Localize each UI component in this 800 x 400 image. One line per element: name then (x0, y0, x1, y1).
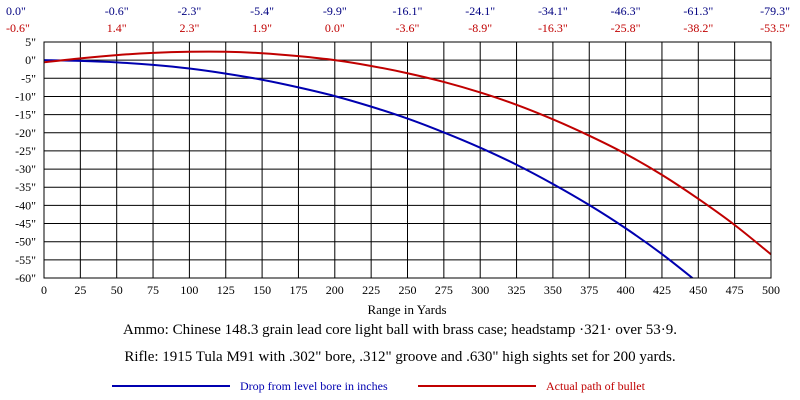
legend-label: Actual path of bullet (546, 379, 646, 393)
x-tick-label: 275 (435, 283, 453, 297)
x-tick-label: 500 (762, 283, 780, 297)
series-lines (44, 50, 771, 278)
y-tick-label: -45" (15, 217, 36, 231)
top-value-label: 2.3" (179, 21, 199, 35)
y-tick-label: -10" (15, 89, 36, 103)
top-value-label: -3.6" (396, 21, 420, 35)
series-line-drop (44, 59, 694, 278)
top-value-label: -16.1" (393, 4, 423, 18)
top-value-label: -9.9" (323, 4, 347, 18)
plot-frame (43, 41, 772, 279)
x-tick-label: 150 (253, 283, 271, 297)
top-value-label: 0.0" (6, 4, 26, 18)
top-value-label: -38.2" (683, 21, 713, 35)
y-tick-label: -50" (15, 235, 36, 249)
top-value-label: 1.4" (107, 21, 127, 35)
y-tick-label: -20" (15, 126, 36, 140)
x-tick-label: 200 (326, 283, 344, 297)
x-tick-label: 25 (74, 283, 86, 297)
top-value-label: -61.3" (683, 4, 713, 18)
y-tick-label: -5" (21, 71, 36, 85)
y-tick-label: -15" (15, 108, 36, 122)
top-value-label: -24.1" (465, 4, 495, 18)
y-tick-label: -40" (15, 198, 36, 212)
top-value-label: -25.8" (611, 21, 641, 35)
x-tick-label: 75 (147, 283, 159, 297)
top-value-rows: 0.0" -0.6" -2.3" -5.4" -9.9" -16.1" -24.1" -34.… (6, 4, 790, 35)
top-value-label: -0.6" (6, 21, 30, 35)
y-tick-label: 5" (25, 35, 36, 49)
x-axis-tick-labels: 0 25 50 75 100 125 150 175 200 225 250 275 300 325 350… (41, 283, 780, 297)
y-tick-label: -55" (15, 253, 36, 267)
x-tick-label: 375 (580, 283, 598, 297)
top-value-label: -16.3" (538, 21, 568, 35)
top-value-label: 1.9" (252, 21, 272, 35)
legend: Drop from level bore in inches Actual pat… (112, 379, 646, 393)
x-tick-label: 425 (653, 283, 671, 297)
y-tick-label: -35" (15, 180, 36, 194)
top-value-label: -53.5" (760, 21, 790, 35)
top-value-label: -34.1" (538, 4, 568, 18)
x-tick-label: 450 (689, 283, 707, 297)
x-tick-label: 250 (399, 283, 417, 297)
x-tick-label: 225 (362, 283, 380, 297)
top-value-label: 0.0" (325, 21, 345, 35)
x-tick-label: 350 (544, 283, 562, 297)
x-tick-label: 400 (617, 283, 635, 297)
x-tick-label: 0 (41, 283, 47, 297)
top-value-label: -79.3" (760, 4, 790, 18)
x-tick-label: 50 (111, 283, 123, 297)
y-axis-tick-labels: 5" 0" -5" -10" -15" -20" -25" -30" -35" -40" -45" -… (15, 35, 36, 285)
top-value-label: -0.6" (105, 4, 129, 18)
y-tick-label: -60" (15, 271, 36, 285)
x-axis-label: Range in Yards (367, 302, 446, 317)
y-tick-label: -30" (15, 162, 36, 176)
x-tick-label: 125 (217, 283, 235, 297)
x-tick-label: 100 (180, 283, 198, 297)
top-value-label: -2.3" (177, 4, 201, 18)
y-tick-label: 0" (25, 53, 36, 67)
top-value-label: -46.3" (611, 4, 641, 18)
ammo-note: Ammo: Chinese 148.3 grain lead core ligh… (122, 322, 678, 338)
top-value-label: -8.9" (468, 21, 492, 35)
top-value-label: -5.4" (250, 4, 274, 18)
plot-grid (43, 41, 772, 279)
x-tick-label: 325 (508, 283, 526, 297)
rifle-note: Rifle: 1915 Tula M91 with .302" bore, .3… (124, 349, 676, 365)
x-tick-label: 175 (289, 283, 307, 297)
y-tick-label: -25" (15, 144, 36, 158)
series-line-path (44, 50, 771, 256)
x-tick-label: 300 (471, 283, 489, 297)
x-tick-label: 475 (726, 283, 744, 297)
legend-label: Drop from level bore in inches (240, 379, 388, 393)
